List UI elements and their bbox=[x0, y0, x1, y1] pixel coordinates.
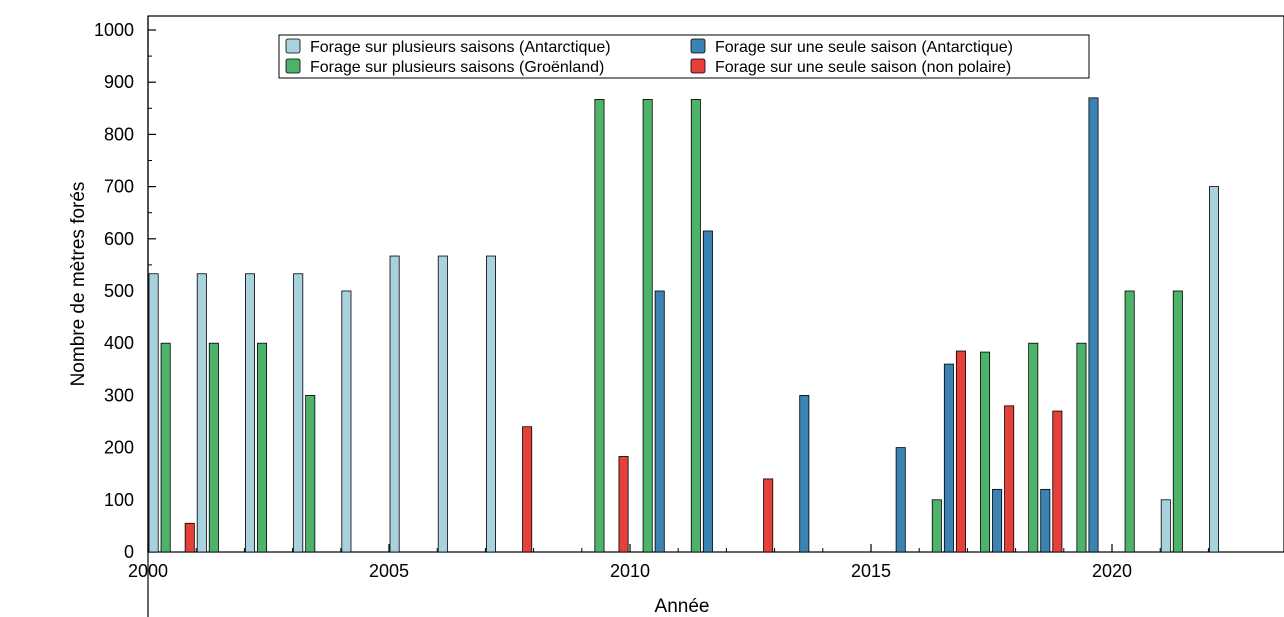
x-tick-label: 2005 bbox=[369, 561, 409, 581]
y-tick-label: 400 bbox=[104, 333, 134, 353]
bar-series-3 bbox=[1088, 97, 1099, 553]
bar-series-4 bbox=[1004, 405, 1015, 553]
legend-label-4: Forage sur une seule saison (non polaire… bbox=[715, 59, 1011, 76]
bar-series-2 bbox=[642, 99, 653, 553]
bar-series-2 bbox=[160, 342, 171, 553]
bars bbox=[148, 97, 1220, 553]
bar-series-2 bbox=[1124, 290, 1135, 553]
y-tick-label: 1000 bbox=[94, 20, 134, 40]
bar-series-2 bbox=[208, 342, 219, 553]
x-tick-label: 2010 bbox=[610, 561, 650, 581]
bar-series-1 bbox=[293, 273, 304, 553]
bar-series-3 bbox=[943, 363, 954, 553]
bar-series-2 bbox=[690, 99, 701, 553]
bar-series-1 bbox=[1209, 186, 1220, 553]
y-tick-label: 900 bbox=[104, 72, 134, 92]
bar-series-4 bbox=[763, 478, 774, 553]
bar-series-2 bbox=[305, 394, 316, 553]
bar-series-3 bbox=[992, 488, 1003, 553]
legend-label-1: Forage sur plusieurs saisons (Antarctiqu… bbox=[310, 39, 611, 56]
y-tick-label: 700 bbox=[104, 177, 134, 197]
bar-series-1 bbox=[196, 273, 207, 553]
bar-series-2 bbox=[257, 342, 268, 553]
bar-series-2 bbox=[1076, 342, 1087, 553]
x-tick-label: 2020 bbox=[1092, 561, 1132, 581]
bar-series-3 bbox=[895, 447, 906, 553]
bar-series-2 bbox=[980, 351, 991, 553]
bar-series-1 bbox=[437, 255, 448, 553]
y-tick-label: 600 bbox=[104, 229, 134, 249]
bar-series-2 bbox=[931, 499, 942, 553]
bar-series-3 bbox=[702, 230, 713, 553]
legend-swatch-3 bbox=[690, 38, 706, 54]
y-tick-label: 500 bbox=[104, 281, 134, 301]
legend: Forage sur plusieurs saisons (Antarctiqu… bbox=[278, 34, 1090, 79]
y-tick-label: 300 bbox=[104, 385, 134, 405]
bar-series-2 bbox=[1028, 342, 1039, 553]
bar-series-1 bbox=[341, 290, 352, 553]
legend-swatch-1 bbox=[285, 38, 301, 54]
x-tick-label: 2000 bbox=[128, 561, 168, 581]
bar-series-4 bbox=[184, 522, 195, 553]
y-tick-label: 200 bbox=[104, 438, 134, 458]
legend-box bbox=[278, 34, 1090, 79]
bar-series-1 bbox=[244, 273, 255, 553]
bar-series-3 bbox=[1040, 488, 1051, 553]
legend-label-2: Forage sur plusieurs saisons (Groënland) bbox=[310, 59, 604, 76]
bar-series-4 bbox=[955, 350, 966, 553]
bar-series-3 bbox=[799, 394, 810, 553]
legend-swatch-2 bbox=[285, 58, 301, 74]
bar-series-3 bbox=[654, 290, 665, 553]
bar-series-4 bbox=[618, 456, 629, 553]
bar-series-1 bbox=[148, 273, 159, 553]
plot-frame bbox=[147, 15, 1284, 553]
x-axis-title: Année bbox=[655, 596, 710, 617]
y-tick-label: 800 bbox=[104, 124, 134, 144]
y-tick-label: 100 bbox=[104, 490, 134, 510]
bar-series-4 bbox=[522, 426, 533, 553]
legend-swatch-4 bbox=[690, 58, 706, 74]
bar-series-4 bbox=[1052, 410, 1063, 553]
bar-series-2 bbox=[594, 99, 605, 553]
x-tick-labels: 2000 2005 2010 2015 2020 bbox=[128, 561, 1132, 581]
bar-series-1 bbox=[1160, 499, 1171, 553]
bar-series-1 bbox=[485, 255, 496, 553]
bar-series-1 bbox=[389, 255, 400, 553]
legend-label-3: Forage sur une seule saison (Antarctique… bbox=[715, 39, 1013, 56]
y-tick-labels: 0 100 200 300 400 500 600 700 800 900 1000 bbox=[94, 20, 134, 562]
x-tick-label: 2015 bbox=[851, 561, 891, 581]
y-axis-title: Nombre de mètres forés bbox=[68, 182, 89, 387]
y-tick-label: 0 bbox=[124, 542, 134, 562]
bar-series-2 bbox=[1172, 290, 1183, 553]
